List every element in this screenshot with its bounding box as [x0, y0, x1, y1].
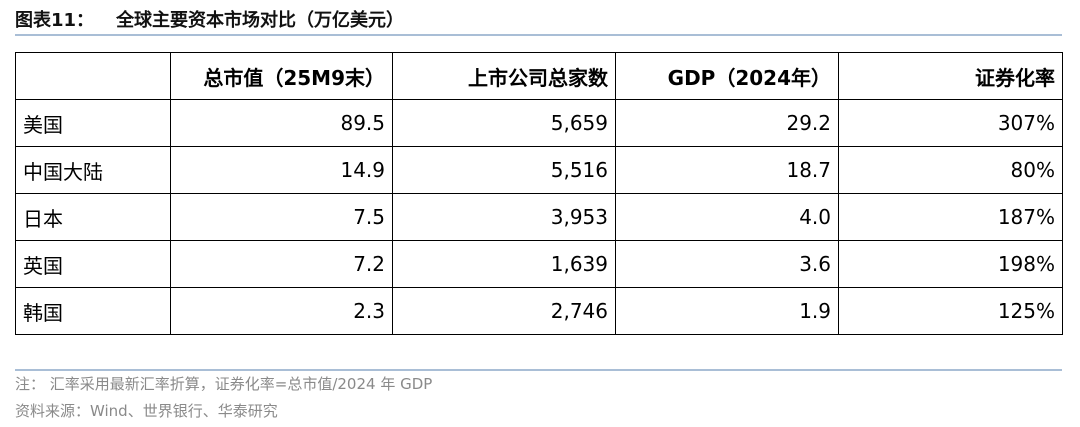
row-label: 日本: [15, 193, 171, 241]
table-cell: 3.6: [615, 240, 839, 288]
table-cell: 307%: [838, 99, 1063, 147]
table-cell: 4.0: [615, 193, 839, 241]
bottom-rule: [15, 369, 1062, 371]
figure-title: 全球主要资本市场对比（万亿美元）: [116, 10, 405, 31]
note: 注： 汇率采用最新汇率折算，证券化率=总市值/2024 年 GDP: [15, 375, 433, 393]
corner-cell: [15, 52, 171, 100]
table-cell: 2,746: [392, 287, 616, 335]
column-header: 证券化率: [838, 52, 1063, 100]
table-cell: 5,516: [392, 146, 616, 194]
header-row: 总市值（25M9末） 上市公司总家数 GDP（2024年） 证券化率: [15, 52, 1063, 100]
table-cell: 29.2: [615, 99, 839, 147]
title-block: 图表11： 全球主要资本市场对比（万亿美元）: [15, 6, 404, 32]
table-cell: 3,953: [392, 193, 616, 241]
table-cell: 7.5: [170, 193, 393, 241]
table-row: 美国 89.5 5,659 29.2 307%: [15, 99, 1063, 147]
row-label: 中国大陆: [15, 146, 171, 194]
row-label: 美国: [15, 99, 171, 147]
table-row: 韩国 2.3 2,746 1.9 125%: [15, 287, 1063, 335]
column-header: GDP（2024年）: [615, 52, 839, 100]
table-body: 美国 89.5 5,659 29.2 307% 中国大陆 14.9 5,516 18.7 80% 日…: [15, 99, 1063, 335]
row-label: 韩国: [15, 287, 171, 335]
table-cell: 18.7: [615, 146, 839, 194]
table-row: 英国 7.2 1,639 3.6 198%: [15, 240, 1063, 288]
source: 资料来源：Wind、世界银行、华泰研究: [15, 402, 278, 420]
row-label: 英国: [15, 240, 171, 288]
table-cell: 1.9: [615, 287, 839, 335]
figure-label: 图表11：: [15, 10, 95, 31]
table-cell: 1,639: [392, 240, 616, 288]
top-rule: [15, 34, 1062, 36]
table-cell: 7.2: [170, 240, 393, 288]
table-row: 日本 7.5 3,953 4.0 187%: [15, 193, 1063, 241]
table-row: 中国大陆 14.9 5,516 18.7 80%: [15, 146, 1063, 194]
table-cell: 198%: [838, 240, 1063, 288]
column-header: 上市公司总家数: [392, 52, 616, 100]
table-cell: 5,659: [392, 99, 616, 147]
table-cell: 125%: [838, 287, 1063, 335]
table-cell: 14.9: [170, 146, 393, 194]
table-cell: 89.5: [170, 99, 393, 147]
table-cell: 2.3: [170, 287, 393, 335]
data-table: 总市值（25M9末） 上市公司总家数 GDP（2024年） 证券化率 美国 89.…: [15, 52, 1063, 335]
column-header: 总市值（25M9末）: [170, 52, 393, 100]
table-cell: 80%: [838, 146, 1063, 194]
table-cell: 187%: [838, 193, 1063, 241]
